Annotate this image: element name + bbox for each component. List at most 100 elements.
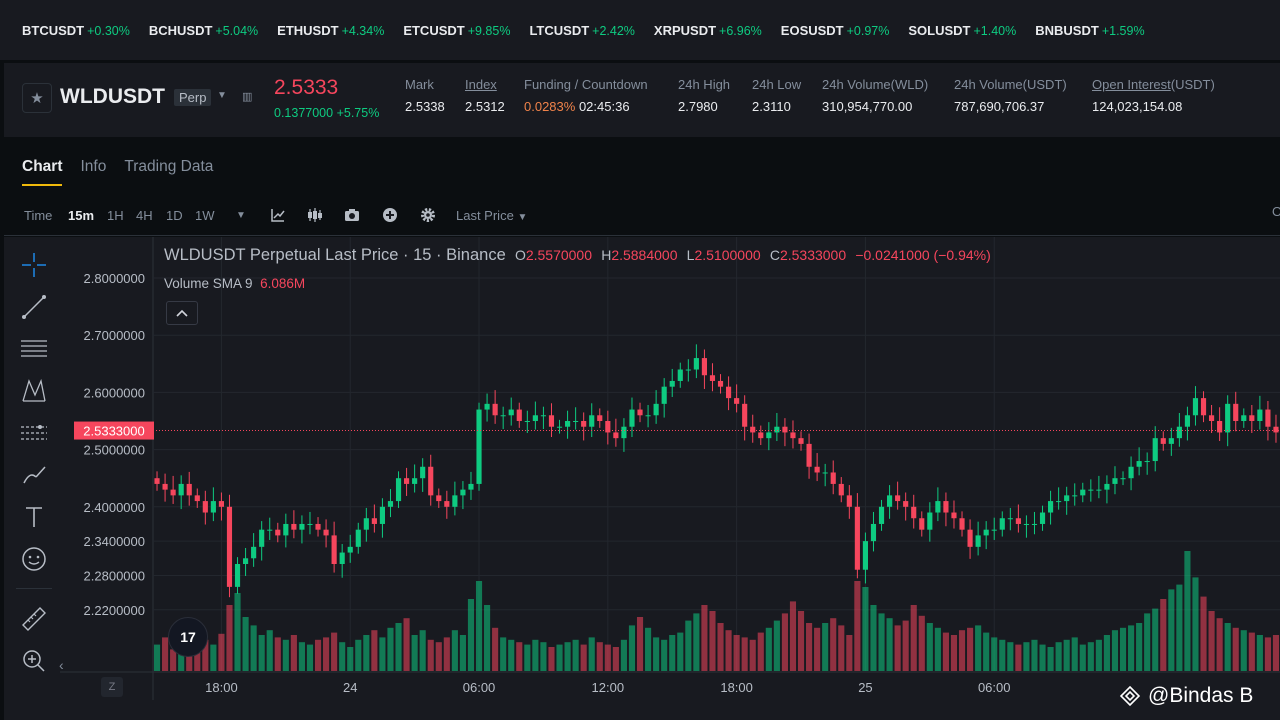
candle-body (1039, 512, 1046, 524)
volume-bar (1264, 637, 1271, 671)
interval-1h[interactable]: 1H (107, 208, 124, 223)
ticker-item[interactable]: ETHUSDT +4.34% (277, 23, 384, 38)
interval-chevron-down-icon[interactable]: ▼ (236, 210, 246, 221)
candle-body (806, 443, 812, 467)
volume-bar (524, 644, 531, 671)
candle-body (927, 512, 933, 530)
candle-body (669, 380, 675, 387)
candle-style-icon[interactable] (306, 207, 324, 223)
candle-type-icon[interactable]: ▥ (242, 91, 253, 103)
ticker-item[interactable]: EOSUSDT +0.97% (781, 23, 890, 38)
volume-bar (451, 630, 458, 671)
tab-chart[interactable]: Chart (22, 158, 63, 186)
vol-wld-value: 310,954,770.00 (822, 99, 913, 114)
candle-body (1080, 489, 1086, 496)
brush-icon[interactable] (19, 460, 49, 490)
pattern-icon[interactable] (19, 376, 49, 406)
index-label[interactable]: Index (465, 77, 497, 92)
candle-body (637, 409, 643, 416)
ruler-icon[interactable] (19, 604, 49, 634)
volume-bar (347, 647, 354, 671)
volume-bar (1047, 647, 1054, 671)
candle-body (234, 564, 241, 587)
text-icon[interactable] (19, 502, 49, 532)
volume-bar (282, 639, 289, 671)
ticker-item[interactable]: BTCUSDT +0.30% (22, 23, 130, 38)
projection-icon[interactable] (19, 418, 49, 448)
volume-bar (870, 605, 877, 671)
candle-body (919, 518, 925, 530)
volume-bar (749, 639, 756, 671)
candle-body (991, 529, 997, 531)
ticker-item[interactable]: BNBUSDT +1.59% (1035, 23, 1144, 38)
price-type-select[interactable]: Last Price ▼ (456, 208, 527, 223)
candle-body (1104, 483, 1110, 490)
plus-circle-icon[interactable] (382, 207, 398, 223)
camera-icon[interactable] (344, 207, 360, 223)
tab-trading-data[interactable]: Trading Data (124, 158, 214, 175)
oi-label[interactable]: Open Interest (1092, 77, 1171, 92)
interval-1w[interactable]: 1W (195, 208, 215, 223)
favorite-button[interactable]: ★ (22, 83, 52, 113)
volume-bar (781, 613, 788, 671)
ticker-item[interactable]: SOLUSDT +1.40% (908, 23, 1016, 38)
volume-bar (435, 642, 442, 671)
current-price-label: 2.5333000 (83, 424, 144, 439)
trend-line-icon[interactable] (19, 292, 49, 322)
ticker-symbol: SOLUSDT (908, 22, 971, 38)
tradingview-logo[interactable]: 17 (168, 617, 208, 657)
volume-bar (1111, 630, 1119, 671)
tab-info[interactable]: Info (80, 158, 107, 175)
time-axis-label: 18:00 (205, 680, 238, 695)
gear-icon[interactable] (420, 207, 436, 223)
indicator-icon[interactable] (270, 207, 286, 223)
candle-body (548, 415, 555, 427)
stat-open-interest: Open Interest(USDT) 124,023,154.08 (1092, 77, 1215, 114)
collapse-legend-button[interactable] (166, 301, 198, 325)
zoom-in-icon[interactable] (19, 646, 49, 676)
interval-1d[interactable]: 1D (166, 208, 183, 223)
symbol-name[interactable]: WLDUSDT (60, 85, 165, 108)
interval-15m[interactable]: 15m (68, 208, 95, 223)
timezone-button[interactable]: Z (101, 677, 123, 697)
volume-bar (741, 637, 748, 671)
candle-body (782, 426, 788, 433)
collapse-toolbar-icon[interactable]: ‹ (59, 657, 64, 673)
ticker-item[interactable]: ETCUSDT +9.85% (403, 23, 510, 38)
volume-bar (298, 642, 305, 671)
vol-wld-label: 24h Volume(WLD) (822, 77, 929, 92)
funding-value: 0.0283% (524, 99, 576, 114)
stat-24h-high: 24h High 2.7980 (678, 77, 730, 114)
ticker-item[interactable]: XRPUSDT +6.96% (654, 23, 762, 38)
volume-bar (162, 637, 169, 671)
ticker-change: +4.34% (341, 23, 385, 38)
interval-4h[interactable]: 4H (136, 208, 153, 223)
volume-bar (653, 637, 660, 671)
ticker-item[interactable]: BCHUSDT +5.04% (149, 23, 258, 38)
candle-body (516, 409, 522, 421)
volume-bar (516, 642, 523, 671)
emoji-icon[interactable] (19, 544, 49, 574)
candle-body (339, 552, 345, 564)
fib-icon[interactable] (19, 334, 49, 364)
volume-bar (266, 630, 273, 671)
stat-24h-volume-usdt: 24h Volume(USDT) 787,690,706.37 (954, 77, 1067, 114)
ticker-item[interactable]: LTCUSDT +2.42% (529, 23, 634, 38)
volume-bar (717, 623, 724, 671)
watermark: @Bindas B (1120, 684, 1253, 708)
volume-bar (532, 639, 539, 671)
candle-body (766, 432, 772, 439)
crosshair-icon[interactable] (19, 250, 49, 280)
candle-body (1144, 461, 1150, 463)
volume-bar (1063, 639, 1070, 671)
volume-bar (814, 627, 821, 671)
chevron-down-icon[interactable]: ▼ (217, 90, 227, 101)
drawing-tools (4, 236, 62, 720)
time-axis-label: 06:00 (463, 680, 496, 695)
candle-body (1072, 495, 1078, 497)
candle-body (822, 472, 828, 474)
candle-body (428, 466, 434, 496)
volume-bar (508, 639, 515, 671)
volume-bar (1015, 644, 1022, 671)
